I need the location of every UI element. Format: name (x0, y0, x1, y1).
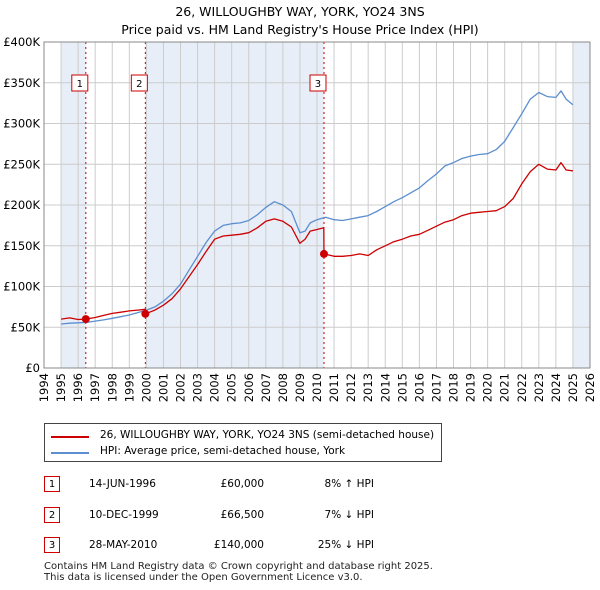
sale-hpi-diff: 8% ↑ HPI (324, 478, 374, 490)
x-tick-label: 2009 (293, 373, 307, 402)
x-tick-label: 2023 (532, 373, 546, 402)
legend-swatch-property (51, 436, 89, 438)
x-tick-label: 2014 (378, 373, 392, 402)
plot-frame (43, 41, 591, 369)
y-tick-label: £350K (3, 76, 40, 90)
x-tick-label: 1998 (105, 373, 119, 402)
x-tick-label: 2021 (498, 373, 512, 402)
transaction-label-box (309, 74, 327, 92)
y-tick-label: £400K (3, 35, 40, 49)
y-tick-label: £150K (3, 239, 40, 253)
sale-price: £60,000 (220, 478, 264, 490)
transaction-point (141, 309, 150, 318)
x-tick-label: 2024 (549, 373, 563, 402)
y-tick-label: £0 (25, 361, 40, 375)
y-tick-label: £100K (3, 280, 40, 294)
legend-swatch-hpi (51, 452, 89, 454)
x-tick-label: 1995 (54, 373, 68, 402)
x-tick-label: 2003 (191, 373, 205, 402)
transaction-labels: 1 2 3 (71, 74, 327, 92)
x-tick-label: 2002 (174, 373, 188, 402)
legend-label-property: 26, WILLOUGHBY WAY, YORK, YO24 3NS (semi… (100, 429, 435, 441)
x-tick-label: 2012 (344, 373, 358, 402)
transaction-point (81, 315, 90, 324)
x-tick-label: 2026 (583, 373, 597, 402)
sale-date: 28-MAY-2010 (89, 539, 158, 551)
transaction-point (319, 249, 328, 258)
sale-hpi-diff: 7% ↓ HPI (324, 509, 374, 521)
transaction-label-text: 1 (77, 79, 83, 90)
x-tick-label: 1994 (37, 373, 51, 402)
y-tick-label: £300K (3, 117, 40, 131)
x-tick-label: 2004 (208, 373, 222, 402)
sale-number-badge: 1 (44, 476, 60, 492)
chart-legend: 26, WILLOUGHBY WAY, YORK, YO24 3NS (semi… (44, 423, 442, 462)
x-tick-label: 2001 (156, 373, 170, 402)
x-tick-label: 2006 (242, 373, 256, 402)
x-tick-label: 2005 (225, 373, 239, 402)
x-tick-label: 1996 (71, 373, 85, 402)
y-tick-label: £200K (3, 198, 40, 212)
x-tick-label: 2016 (412, 373, 426, 402)
x-tick-label: 2013 (361, 373, 375, 402)
x-tick-label: 1997 (88, 373, 102, 402)
sale-number-badge: 2 (44, 507, 60, 523)
sale-price: £140,000 (213, 539, 264, 551)
y-axis-ticks: £0 £50K £100K £150K £200K £250K £300K £350K £400… (3, 35, 40, 375)
transaction-points (81, 249, 328, 324)
footer-copyright: Contains HM Land Registry data © Crown c… (44, 561, 433, 572)
x-tick-label: 2010 (310, 373, 324, 402)
transaction-label-box (130, 74, 148, 92)
x-tick-label: 2019 (464, 373, 478, 402)
sale-date: 14-JUN-1996 (89, 478, 156, 490)
y-tick-label: £250K (3, 157, 40, 171)
chart-title-line1: 26, WILLOUGHBY WAY, YORK, YO24 3NS (175, 4, 425, 19)
x-tick-label: 2017 (429, 373, 443, 402)
chart-title-line2: Price paid vs. HM Land Registry's House … (121, 22, 479, 37)
x-tick-label: 2020 (481, 373, 495, 402)
x-tick-label: 2015 (395, 373, 409, 402)
y-tick-label: £50K (11, 320, 41, 334)
sale-hpi-diff: 25% ↓ HPI (317, 539, 374, 551)
legend-label-hpi: HPI: Average price, semi-detached house,… (100, 445, 346, 457)
x-tick-label: 2018 (447, 373, 461, 402)
sale-number-badge: 3 (44, 537, 60, 553)
x-tick-label: 2025 (566, 373, 580, 402)
x-tick-label: 2007 (259, 373, 273, 402)
x-axis-ticks: 1994 1995 1996 1997 1998 1999 2000 2001 2002 2003… (37, 373, 597, 402)
footer-licence: This data is licensed under the Open Gov… (44, 572, 363, 583)
hpi-line (61, 90, 574, 325)
x-tick-label: 2011 (327, 373, 341, 402)
x-tick-label: 2000 (139, 373, 153, 402)
x-tick-label: 2022 (515, 373, 529, 402)
transaction-label-box (71, 74, 89, 92)
transaction-label-text: 3 (315, 79, 321, 90)
price-chart: 1 2 3 £0 £50K £100K £150K £200K £250K £300K £350K… (3, 35, 597, 402)
x-tick-label: 2008 (276, 373, 290, 402)
sale-price: £66,500 (220, 509, 264, 521)
transaction-label-text: 2 (136, 79, 142, 90)
x-tick-label: 1999 (122, 373, 136, 402)
sale-date: 10-DEC-1999 (89, 509, 159, 521)
